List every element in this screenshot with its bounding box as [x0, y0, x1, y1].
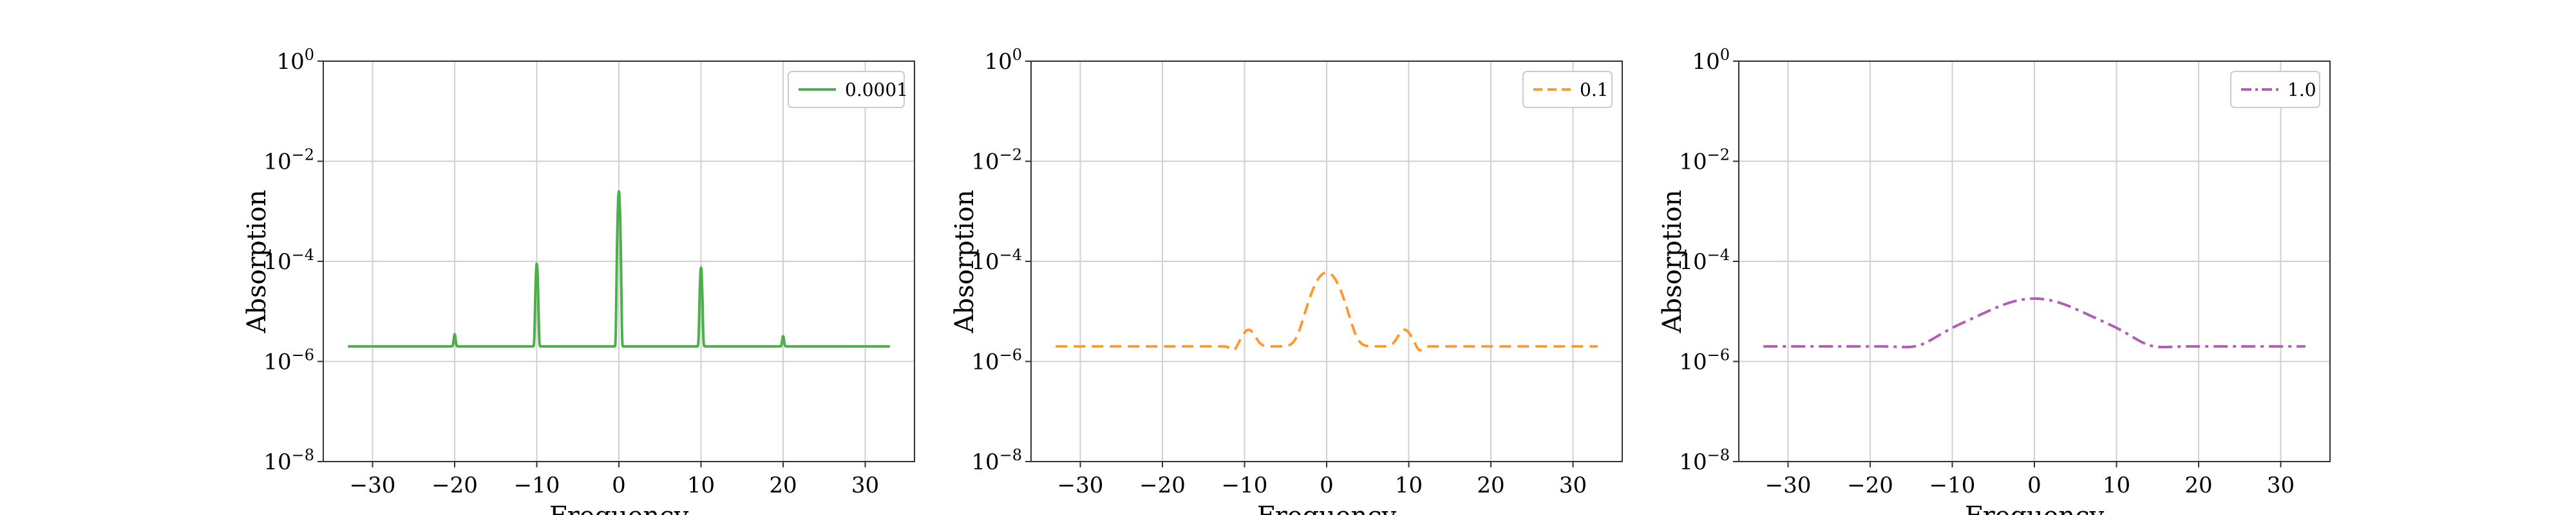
y-tick-label-3: 10−2: [1679, 146, 1730, 175]
x-tick-label-4: 10: [687, 473, 715, 498]
x-axis-label: Frequency: [1257, 501, 1397, 515]
legend: 0.0001: [788, 71, 908, 108]
y-axis-label: Absorption: [242, 190, 272, 334]
x-tick-label-5: 20: [1477, 473, 1504, 498]
chart-panel-2: −30 −20 −10 0 10 20 30 10−8 10−6 10−4 10−2 100 Frequ…: [950, 46, 1623, 515]
x-tick-label-2: −10: [1222, 473, 1268, 498]
series-line-1: [346, 190, 891, 348]
x-tick-label-2: −10: [514, 473, 560, 498]
x-tick-label-3: 0: [1320, 473, 1334, 498]
y-axis-label: Absorption: [950, 190, 980, 334]
legend-label: 0.1: [1580, 79, 1609, 100]
legend-box: [2230, 71, 2320, 108]
y-tick-label-3: 10−2: [263, 146, 314, 175]
y-tick-label-3: 10−2: [971, 146, 1022, 175]
x-tick-label-3: 0: [2027, 473, 2041, 498]
y-tick-label-4: 100: [984, 46, 1022, 75]
y-tick-label-2: 10−4: [1679, 246, 1730, 275]
x-axis-label: Frequency: [549, 501, 689, 515]
y-tick-label-4: 100: [276, 46, 314, 75]
y-axis-label: Absorption: [1658, 190, 1687, 334]
series-line-1: [1762, 297, 2307, 349]
x-tick-label-2: −10: [1929, 473, 1976, 498]
legend-box: [788, 71, 905, 108]
x-tick-label-0: −30: [1057, 473, 1104, 498]
y-tick-label-4: 100: [1692, 46, 1730, 75]
x-tick-label-5: 20: [2184, 473, 2212, 498]
grid: [323, 61, 914, 462]
y-tick-label-1: 10−6: [1679, 346, 1730, 375]
grid: [1031, 61, 1622, 462]
y-axis-ticks: 10−8 10−6 10−4 10−2 100: [971, 46, 1031, 475]
y-axis-ticks: 10−8 10−6 10−4 10−2 100: [263, 46, 323, 475]
x-axis-ticks: −30 −20 −10 0 10 20 30: [1765, 462, 2295, 498]
grid: [1739, 61, 2330, 462]
x-tick-label-5: 20: [769, 473, 797, 498]
x-tick-label-0: −30: [350, 473, 396, 498]
legend-label: 1.0: [2287, 79, 2316, 100]
x-tick-label-6: 30: [2267, 473, 2295, 498]
x-axis-ticks: −30 −20 −10 0 10 20 30: [350, 462, 879, 498]
x-axis-ticks: −30 −20 −10 0 10 20 30: [1057, 462, 1587, 498]
y-axis-ticks: 10−8 10−6 10−4 10−2 100: [1679, 46, 1739, 475]
series-line-1: [1054, 271, 1599, 352]
y-tick-label-0: 10−8: [971, 446, 1022, 475]
x-tick-label-0: −30: [1765, 473, 1812, 498]
x-tick-label-4: 10: [2103, 473, 2130, 498]
legend-label: 0.0001: [845, 79, 908, 100]
y-tick-label-0: 10−8: [263, 446, 314, 475]
legend: 0.1: [1522, 71, 1613, 108]
chart-panel-1: −30 −20 −10 0 10 20 30 10−8 10−6 10−4 10−2 100 Frequ…: [242, 46, 915, 515]
y-tick-label-1: 10−6: [263, 346, 314, 375]
y-tick-label-2: 10−4: [263, 246, 314, 275]
x-tick-label-3: 0: [612, 473, 626, 498]
x-tick-label-1: −20: [431, 473, 478, 498]
x-tick-label-4: 10: [1395, 473, 1423, 498]
legend: 1.0: [2230, 71, 2320, 108]
x-tick-label-1: −20: [1139, 473, 1186, 498]
chart-panel-3: −30 −20 −10 0 10 20 30 10−8 10−6 10−4 10−2 100 Frequ…: [1658, 46, 2331, 515]
x-tick-label-6: 30: [1559, 473, 1587, 498]
y-tick-label-2: 10−4: [971, 246, 1022, 275]
x-tick-label-6: 30: [851, 473, 879, 498]
x-axis-label: Frequency: [1965, 501, 2105, 515]
x-tick-label-1: −20: [1847, 473, 1893, 498]
y-tick-label-0: 10−8: [1679, 446, 1730, 475]
y-tick-label-1: 10−6: [971, 346, 1022, 375]
